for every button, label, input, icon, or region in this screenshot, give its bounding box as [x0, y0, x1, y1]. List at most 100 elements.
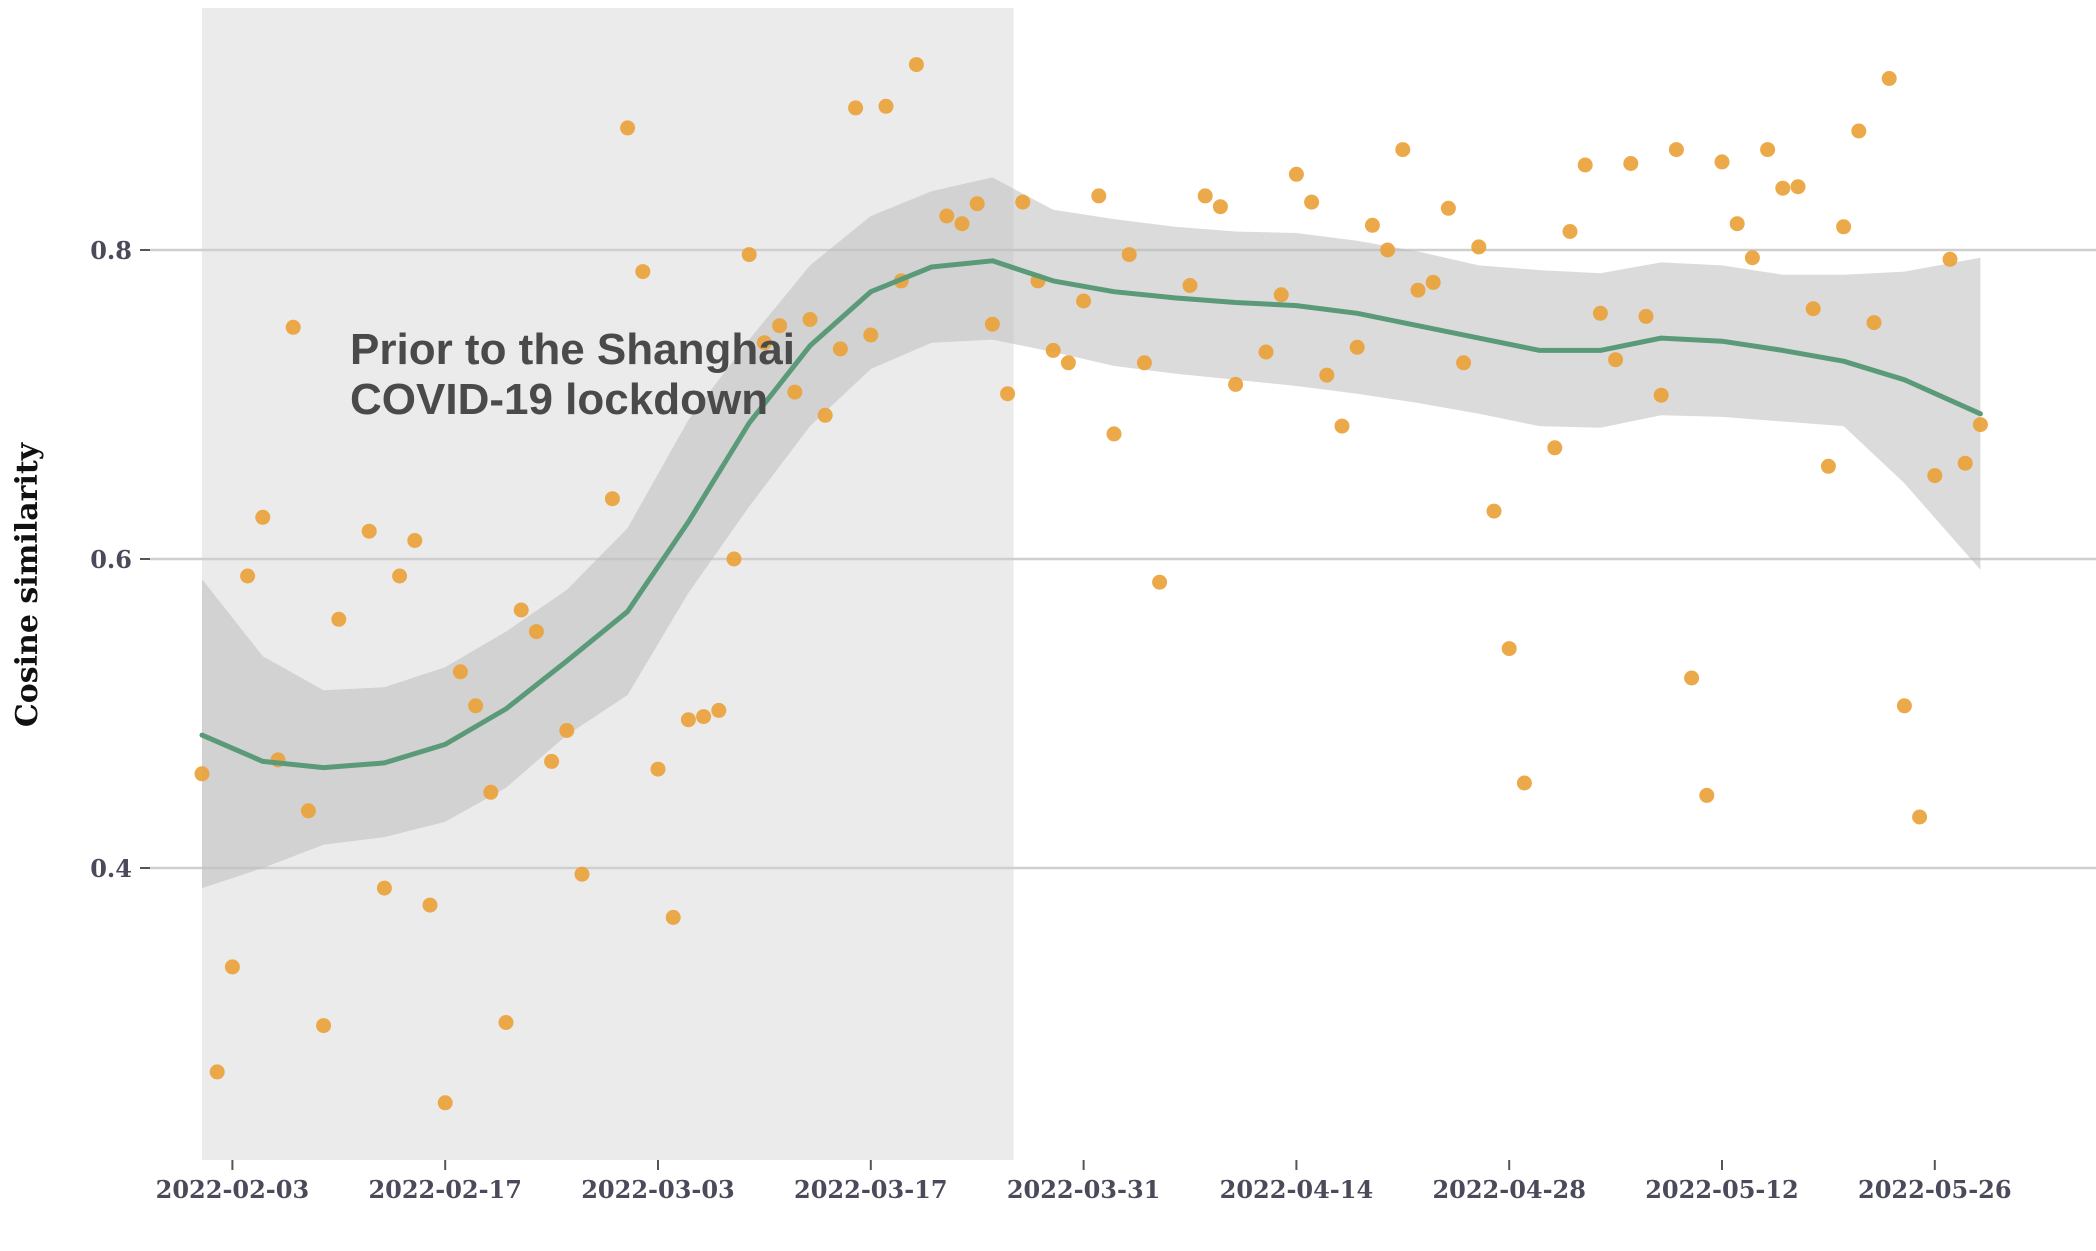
data-point [1015, 194, 1031, 210]
data-point [1486, 503, 1502, 519]
data-point [1106, 426, 1122, 442]
data-point [1121, 247, 1137, 263]
data-point [1729, 216, 1745, 232]
data-point [1851, 123, 1867, 139]
data-point [1380, 242, 1396, 258]
data-point [1562, 224, 1578, 239]
data-point [954, 216, 970, 232]
data-point [1896, 698, 1912, 714]
data-point [772, 318, 788, 334]
data-point [559, 723, 575, 738]
data-point [1927, 468, 1943, 484]
data-point [1440, 200, 1456, 216]
data-point [224, 959, 240, 975]
data-point [1912, 809, 1928, 825]
data-point [1957, 455, 1973, 471]
data-point [1319, 367, 1335, 383]
x-tick-label: 2022-03-03 [581, 1175, 735, 1204]
data-point [483, 784, 499, 800]
data-point [1334, 418, 1350, 434]
confidence-band [202, 177, 1981, 889]
data-point [1836, 219, 1852, 235]
data-point [604, 491, 620, 507]
data-point [452, 664, 468, 680]
data-point [696, 709, 712, 725]
data-point [1364, 217, 1380, 233]
x-tick-label: 2022-04-14 [1220, 1175, 1374, 1204]
data-point [1288, 166, 1304, 182]
annotation-text: Prior to the Shanghai COVID-19 lockdown [350, 325, 807, 424]
data-point [1349, 339, 1365, 355]
y-tick-label: 0.4 [90, 854, 132, 883]
data-point [1866, 315, 1882, 331]
data-point [969, 196, 985, 212]
data-point [361, 523, 377, 539]
data-point [908, 57, 924, 73]
data-point [939, 208, 955, 224]
data-point [1258, 344, 1274, 360]
data-point [878, 98, 894, 114]
data-point [1881, 71, 1897, 86]
data-point [574, 866, 590, 882]
data-point [468, 698, 484, 714]
data-point [1000, 386, 1016, 402]
data-point [802, 312, 818, 327]
x-tick-label: 2022-03-31 [1007, 1175, 1161, 1204]
data-point [756, 335, 772, 351]
data-point [1972, 417, 1988, 433]
data-point [832, 341, 848, 357]
data-point [422, 897, 438, 913]
data-point [1790, 179, 1806, 195]
data-point [711, 702, 727, 718]
data-point [1577, 157, 1593, 173]
data-point [1091, 188, 1107, 204]
x-tick-label: 2022-05-26 [1858, 1175, 2012, 1204]
x-axis-ticks: 2022-02-03 2022-02-17 2022-03-03 2022-03-17… [156, 1160, 2012, 1204]
y-tick-label: 0.6 [90, 545, 132, 574]
data-point [787, 384, 803, 400]
x-tick-label: 2022-02-03 [156, 1175, 310, 1204]
data-point [650, 761, 666, 777]
data-point [1942, 251, 1958, 267]
x-tick-label: 2022-02-17 [368, 1175, 522, 1204]
data-point [437, 1095, 453, 1111]
data-point [498, 1015, 514, 1030]
annotation-line-2: COVID-19 lockdown [350, 375, 768, 424]
data-point [194, 766, 210, 782]
data-point [680, 712, 696, 728]
data-point [1775, 180, 1791, 196]
data-point [528, 624, 544, 640]
data-point [1152, 574, 1168, 590]
y-axis-ticks: 0.4 0.6 0.8 [90, 236, 150, 883]
x-tick-label: 2022-04-28 [1432, 1175, 1586, 1204]
data-point [984, 316, 1000, 332]
data-point [209, 1064, 225, 1080]
data-point [863, 327, 879, 343]
data-point [1714, 154, 1730, 170]
data-point [1592, 305, 1608, 321]
data-point [407, 533, 423, 548]
smooth-trend-line [199, 258, 1983, 771]
data-point [1608, 352, 1624, 368]
data-point [1197, 188, 1213, 204]
data-point [1653, 387, 1669, 403]
data-point [300, 803, 316, 819]
data-point [1228, 376, 1244, 392]
data-point [544, 753, 560, 769]
data-point [255, 509, 271, 525]
data-point [1668, 142, 1684, 158]
data-point [620, 120, 636, 136]
y-axis-title: Cosine similarity [10, 441, 45, 727]
data-point [635, 264, 651, 280]
x-tick-label: 2022-03-17 [794, 1175, 948, 1204]
data-point [1684, 670, 1700, 686]
data-point [665, 909, 681, 925]
data-point [376, 880, 392, 896]
data-point [1516, 775, 1532, 791]
data-point [1699, 787, 1715, 803]
data-point [848, 100, 864, 116]
data-point [1304, 194, 1320, 210]
data-point [1638, 308, 1654, 324]
data-point [1395, 142, 1411, 158]
